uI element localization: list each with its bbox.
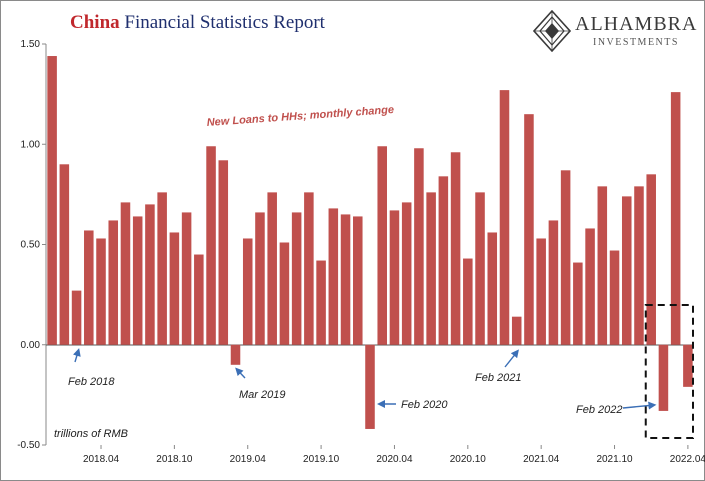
bar [670, 92, 681, 345]
bar [463, 258, 473, 345]
bar [389, 210, 400, 345]
bar [536, 238, 546, 345]
bar [279, 242, 290, 345]
annotation-arrow [622, 401, 657, 410]
bar [450, 152, 461, 345]
annotation-arrow [73, 348, 81, 363]
bar [194, 254, 204, 345]
y-tick-label: -0.50 [17, 440, 40, 451]
bar [621, 196, 632, 345]
bar [84, 230, 94, 345]
bar [132, 216, 143, 345]
bar [108, 220, 119, 345]
bar [291, 212, 302, 345]
bar [145, 204, 155, 345]
bar [683, 344, 693, 387]
bar [71, 290, 82, 345]
bar [255, 212, 265, 345]
bar [157, 192, 167, 345]
bar [242, 238, 253, 345]
x-tick-label: 2019.10 [303, 454, 340, 465]
annotations: Feb 2018 Mar 2019 Feb 2020 Feb 2021 Feb 2022 [68, 348, 657, 416]
y-tick-label: 0.00 [21, 340, 41, 351]
y-tick-label: 1.00 [21, 139, 41, 150]
bar [304, 192, 314, 345]
title-country: China [70, 12, 120, 33]
bar [438, 176, 449, 345]
bar [169, 232, 180, 345]
highlight-box [644, 304, 695, 439]
bar [96, 238, 106, 345]
series-label: New Loans to HHs; monthly change [206, 104, 394, 129]
bar [609, 250, 620, 345]
bar [524, 114, 534, 345]
page-title: China Financial Statistics Report [70, 12, 325, 34]
bar [414, 148, 424, 345]
bar [511, 316, 522, 345]
y-axis: 1.50 1.00 0.50 0.00 -0.50 [17, 39, 46, 451]
bar [560, 170, 571, 345]
x-tick-label: 2020.04 [376, 454, 413, 465]
bar [267, 192, 277, 345]
annotation-arrow [235, 367, 246, 379]
x-axis: 2018.04 2018.10 2019.04 2019.10 2020.04 2020.… [83, 445, 705, 465]
bar [328, 208, 339, 345]
x-tick-label: 2021.10 [596, 454, 633, 465]
title-report: Financial Statistics Report [124, 12, 325, 33]
annotation-label: Feb 2018 [68, 376, 115, 388]
bar [573, 262, 583, 345]
bar [499, 90, 510, 345]
bar [230, 344, 241, 365]
bar [377, 146, 387, 345]
x-tick-label: 2018.04 [83, 454, 120, 465]
annotation-label: Mar 2019 [239, 389, 285, 401]
bar [401, 202, 412, 345]
bar-series [47, 56, 693, 429]
x-tick-label: 2020.10 [450, 454, 487, 465]
bar [487, 232, 498, 345]
y-tick-label: 0.50 [21, 240, 41, 251]
x-tick-label: 2018.10 [156, 454, 193, 465]
annotation-arrow [504, 349, 519, 368]
bar [548, 220, 559, 345]
bar [585, 228, 595, 345]
annotation-label: Feb 2022 [576, 404, 622, 416]
bar [340, 214, 351, 345]
bar [316, 260, 326, 345]
bar [597, 186, 608, 345]
bar [426, 192, 436, 345]
x-tick-label: 2022.04 [670, 454, 705, 465]
bar [365, 344, 375, 429]
annotation-label: Feb 2021 [475, 372, 521, 384]
bar [353, 216, 363, 345]
bar [206, 146, 216, 345]
bar [646, 174, 656, 345]
bar [475, 192, 485, 345]
logo-name: ALHAMBRA [575, 13, 698, 35]
logo-diamond-icon [533, 10, 571, 52]
bar [120, 202, 131, 345]
bar [181, 212, 192, 345]
x-tick-label: 2021.04 [523, 454, 560, 465]
bar [59, 164, 70, 345]
y-tick-label: 1.50 [21, 39, 41, 50]
bar [634, 186, 644, 345]
bar [218, 160, 229, 345]
bar [658, 344, 669, 411]
bar [47, 56, 57, 345]
alhambra-logo: ALHAMBRA INVESTMENTS [533, 10, 698, 52]
annotation-label: Feb 2020 [401, 399, 448, 411]
logo-subtitle: INVESTMENTS [593, 37, 679, 48]
unit-label: trillions of RMB [54, 428, 128, 440]
x-tick-label: 2019.04 [230, 454, 267, 465]
